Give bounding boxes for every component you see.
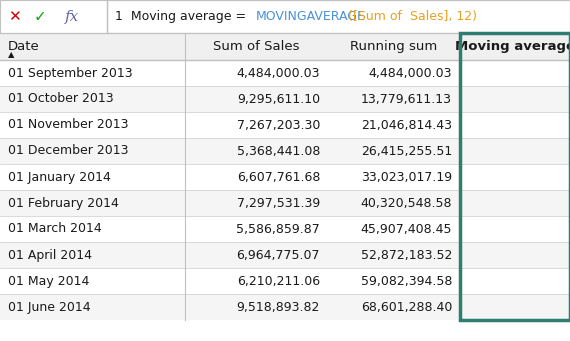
Bar <box>460 86 570 112</box>
Bar <box>460 216 570 242</box>
Bar <box>107 0 570 33</box>
Text: 45,907,408.45: 45,907,408.45 <box>360 222 452 236</box>
Bar <box>460 33 570 320</box>
Text: 01 September 2013: 01 September 2013 <box>8 66 133 79</box>
Bar <box>0 112 460 138</box>
Text: ✕: ✕ <box>7 9 21 24</box>
Bar <box>460 190 570 216</box>
Text: 9,518,893.82: 9,518,893.82 <box>237 300 320 313</box>
Bar <box>0 190 460 216</box>
Text: 01 May 2014: 01 May 2014 <box>8 275 89 287</box>
Text: 5,586,859.87: 5,586,859.87 <box>236 222 320 236</box>
Text: MOVINGAVERAGE: MOVINGAVERAGE <box>256 10 366 23</box>
Text: 59,082,394.58: 59,082,394.58 <box>361 275 452 287</box>
Text: 40,320,548.58: 40,320,548.58 <box>360 196 452 209</box>
Text: 9,295,611.10: 9,295,611.10 <box>237 92 320 105</box>
Text: ([Sum of  Sales], 12): ([Sum of Sales], 12) <box>348 10 477 23</box>
Text: ✓: ✓ <box>34 9 46 24</box>
Text: 33,023,017.19: 33,023,017.19 <box>361 170 452 183</box>
Bar <box>0 33 570 60</box>
Text: Moving average: Moving average <box>455 40 570 53</box>
Text: fx: fx <box>65 10 79 24</box>
Text: 7,297,531.39: 7,297,531.39 <box>237 196 320 209</box>
Bar <box>460 112 570 138</box>
Text: 13,779,611.13: 13,779,611.13 <box>361 92 452 105</box>
Text: 01 June 2014: 01 June 2014 <box>8 300 91 313</box>
Bar <box>0 164 460 190</box>
Text: 52,872,183.52: 52,872,183.52 <box>361 249 452 262</box>
Text: 01 November 2013: 01 November 2013 <box>8 119 128 132</box>
Bar <box>0 0 107 33</box>
Text: 01 February 2014: 01 February 2014 <box>8 196 119 209</box>
Bar <box>460 242 570 268</box>
Bar <box>0 0 570 33</box>
Bar <box>0 268 460 294</box>
Text: 5,368,441.08: 5,368,441.08 <box>237 145 320 158</box>
Text: Sum of Sales: Sum of Sales <box>213 40 300 53</box>
Text: 6,964,775.07: 6,964,775.07 <box>237 249 320 262</box>
Bar <box>0 294 460 320</box>
Text: 01 April 2014: 01 April 2014 <box>8 249 92 262</box>
Text: 01 October 2013: 01 October 2013 <box>8 92 113 105</box>
Bar <box>460 268 570 294</box>
Text: 26,415,255.51: 26,415,255.51 <box>361 145 452 158</box>
Bar <box>0 86 460 112</box>
Bar <box>0 216 460 242</box>
Text: 21,046,814.43: 21,046,814.43 <box>361 119 452 132</box>
Bar <box>460 138 570 164</box>
Bar <box>460 164 570 190</box>
Text: ▲: ▲ <box>8 50 14 59</box>
Bar <box>460 60 570 86</box>
Bar <box>460 294 570 320</box>
Text: Running sum: Running sum <box>351 40 438 53</box>
Text: 6,210,211.06: 6,210,211.06 <box>237 275 320 287</box>
Bar <box>0 138 460 164</box>
Text: Date: Date <box>8 40 40 53</box>
Text: 01 December 2013: 01 December 2013 <box>8 145 128 158</box>
Text: 68,601,288.40: 68,601,288.40 <box>361 300 452 313</box>
Text: 4,484,000.03: 4,484,000.03 <box>237 66 320 79</box>
Text: 01 March 2014: 01 March 2014 <box>8 222 102 236</box>
Text: 1  Moving average =: 1 Moving average = <box>115 10 250 23</box>
Bar <box>0 242 460 268</box>
Text: 4,484,000.03: 4,484,000.03 <box>368 66 452 79</box>
Bar <box>0 60 460 86</box>
Text: 01 January 2014: 01 January 2014 <box>8 170 111 183</box>
Text: 6,607,761.68: 6,607,761.68 <box>237 170 320 183</box>
Text: 7,267,203.30: 7,267,203.30 <box>237 119 320 132</box>
